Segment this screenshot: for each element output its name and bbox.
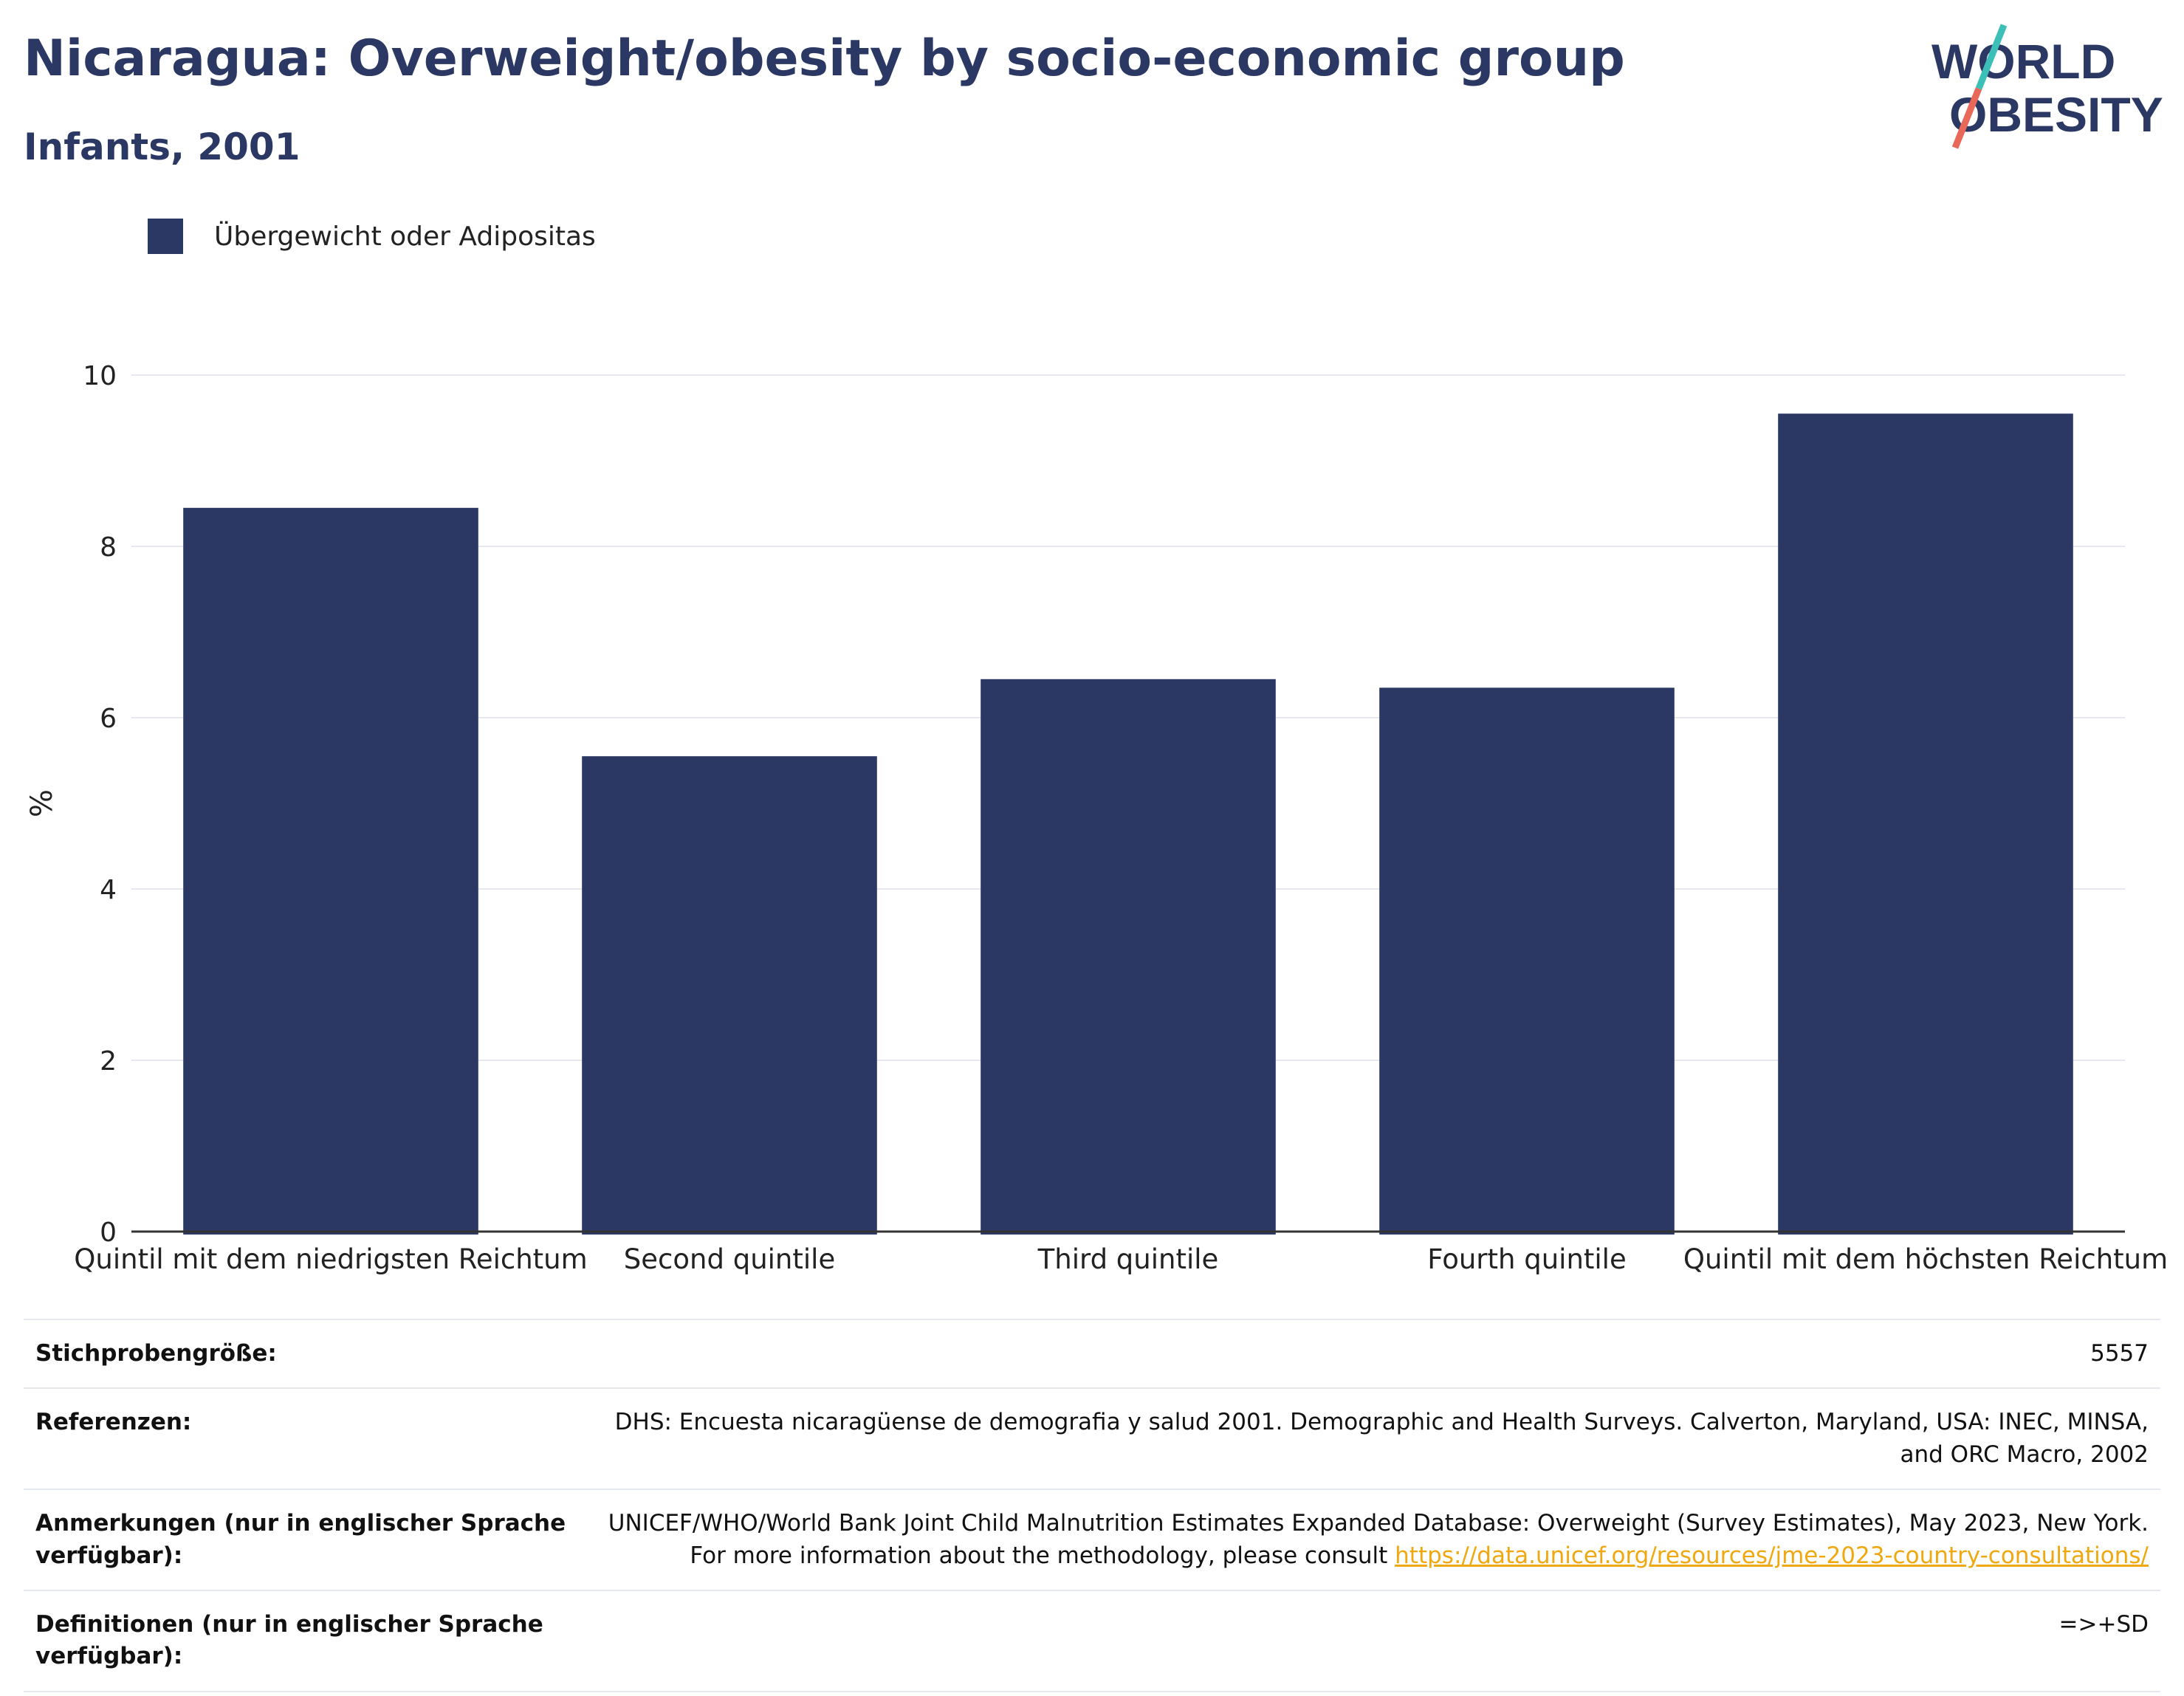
bar-chart: 0 2 4 6 8 10 Quintil mit dem niedrigsten Reich… <box>25 361 2168 1275</box>
sample-size-label: Stichprobengröße: <box>24 1318 579 1389</box>
y-tick-label: 8 <box>100 532 117 563</box>
bar <box>981 679 1276 1235</box>
references-row: Referenzen: DHS: Encuesta nicaragüense d… <box>24 1387 2160 1490</box>
definitions-value: =>+SD <box>579 1589 2160 1692</box>
references-value: DHS: Encuesta nicaragüense de demografia… <box>579 1387 2160 1490</box>
notes-row: Anmerkungen (nur in englischer Sprache v… <box>24 1489 2160 1590</box>
page-subtitle: Infants, 2001 <box>24 126 301 168</box>
x-tick-label: Quintil mit dem höchsten Reichtum <box>1683 1243 2168 1275</box>
x-tick-label: Fourth quintile <box>1427 1243 1626 1275</box>
x-tick-label: Quintil mit dem niedrigsten Reichtum <box>74 1243 587 1275</box>
y-tick-label: 2 <box>100 1046 117 1077</box>
y-tick-label: 0 <box>100 1218 117 1248</box>
x-tick-label: Second quintile <box>624 1243 835 1275</box>
metadata-table: Stichprobengröße: 5557 Referenzen: DHS: … <box>24 1318 2160 1692</box>
logo-slash-top <box>1975 24 2008 90</box>
bar <box>582 756 877 1235</box>
page-title: Nicaragua: Overweight/obesity by socio-e… <box>24 30 1625 88</box>
notes-value: UNICEF/WHO/World Bank Joint Child Malnut… <box>608 1510 2149 1569</box>
definitions-row: Definitionen (nur in englischer Sprache … <box>24 1589 2160 1692</box>
bar <box>183 507 478 1235</box>
x-tick-label: Third quintile <box>1037 1243 1219 1275</box>
y-tick-label: 10 <box>83 361 117 391</box>
sample-size-value: 5557 <box>579 1318 2160 1389</box>
notes-label: Anmerkungen (nur in englischer Sprache v… <box>24 1489 579 1590</box>
sample-size-row: Stichprobengröße: 5557 <box>24 1318 2160 1389</box>
logo-line-1: WORLD <box>1931 34 2115 89</box>
y-axis-title: % <box>25 789 59 817</box>
logo-line-2: OBESITY <box>1949 87 2163 142</box>
bar <box>1379 687 1675 1235</box>
y-tick-label: 4 <box>100 875 117 905</box>
legend-label: Übergewicht oder Adipositas <box>214 221 596 252</box>
legend: Übergewicht oder Adipositas <box>148 219 596 254</box>
legend-swatch <box>148 219 183 254</box>
references-label: Referenzen: <box>24 1387 579 1490</box>
world-obesity-logo: WORLD OBESITY <box>1931 24 2163 149</box>
bar <box>1778 413 2073 1235</box>
y-tick-label: 6 <box>100 704 117 734</box>
notes-link[interactable]: https://data.unicef.org/resources/jme-20… <box>1395 1542 2149 1569</box>
logo-slash-bottom <box>1951 87 1982 149</box>
definitions-label: Definitionen (nur in englischer Sprache … <box>24 1589 579 1692</box>
